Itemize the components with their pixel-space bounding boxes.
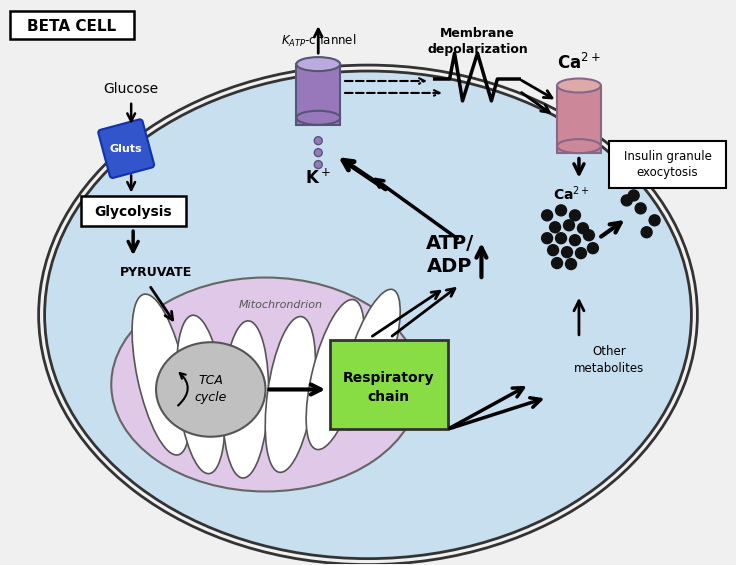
- Circle shape: [314, 137, 322, 145]
- Text: PYRUVATE: PYRUVATE: [120, 266, 192, 279]
- Ellipse shape: [132, 294, 190, 455]
- Text: ATP/
ADP: ATP/ ADP: [425, 234, 474, 276]
- Circle shape: [548, 245, 559, 255]
- Circle shape: [556, 205, 567, 216]
- Ellipse shape: [156, 342, 266, 437]
- Ellipse shape: [265, 316, 316, 472]
- FancyBboxPatch shape: [82, 197, 186, 226]
- Circle shape: [551, 258, 562, 268]
- Circle shape: [550, 222, 561, 233]
- Text: Ca$^{2+}$: Ca$^{2+}$: [553, 184, 590, 203]
- Circle shape: [629, 190, 639, 201]
- Circle shape: [641, 227, 652, 238]
- Text: Respiratory
chain: Respiratory chain: [343, 371, 435, 403]
- Circle shape: [562, 247, 573, 258]
- Ellipse shape: [340, 289, 400, 430]
- FancyBboxPatch shape: [99, 119, 154, 178]
- Text: Other
metabolites: Other metabolites: [573, 345, 644, 375]
- Circle shape: [635, 203, 646, 214]
- Circle shape: [542, 233, 553, 244]
- Circle shape: [584, 230, 595, 241]
- Circle shape: [570, 234, 581, 246]
- Text: Glycolysis: Glycolysis: [94, 205, 172, 219]
- Circle shape: [649, 215, 660, 226]
- FancyBboxPatch shape: [10, 11, 134, 39]
- Circle shape: [587, 243, 598, 254]
- Circle shape: [314, 149, 322, 157]
- Ellipse shape: [222, 321, 269, 478]
- Text: K$^+$: K$^+$: [305, 169, 331, 188]
- Ellipse shape: [557, 79, 601, 93]
- Circle shape: [564, 220, 575, 231]
- Text: $K_{ATP}$-channel: $K_{ATP}$-channel: [280, 33, 356, 49]
- Text: BETA CELL: BETA CELL: [27, 19, 116, 34]
- Text: TCA
cycle: TCA cycle: [194, 375, 227, 405]
- Circle shape: [565, 259, 576, 270]
- Text: Insulin granule
exocytosis: Insulin granule exocytosis: [623, 150, 712, 179]
- FancyBboxPatch shape: [330, 340, 447, 429]
- Text: Glucose: Glucose: [104, 82, 159, 96]
- Text: Ca$^{2+}$: Ca$^{2+}$: [557, 53, 601, 73]
- Circle shape: [542, 210, 553, 221]
- Circle shape: [570, 210, 581, 221]
- Text: Mitochrondrion: Mitochrondrion: [238, 300, 322, 310]
- Circle shape: [314, 160, 322, 168]
- Circle shape: [576, 247, 587, 259]
- FancyBboxPatch shape: [557, 85, 601, 153]
- FancyBboxPatch shape: [297, 64, 340, 125]
- Circle shape: [578, 223, 588, 234]
- Ellipse shape: [557, 139, 601, 153]
- Ellipse shape: [111, 277, 420, 492]
- Ellipse shape: [45, 71, 691, 559]
- Text: Gluts: Gluts: [110, 144, 143, 154]
- Ellipse shape: [306, 299, 364, 450]
- Ellipse shape: [297, 111, 340, 125]
- Text: Membrane
depolarization: Membrane depolarization: [427, 27, 528, 56]
- Ellipse shape: [297, 57, 340, 71]
- Circle shape: [621, 195, 632, 206]
- Circle shape: [556, 233, 567, 244]
- Ellipse shape: [177, 315, 225, 473]
- FancyBboxPatch shape: [609, 141, 726, 189]
